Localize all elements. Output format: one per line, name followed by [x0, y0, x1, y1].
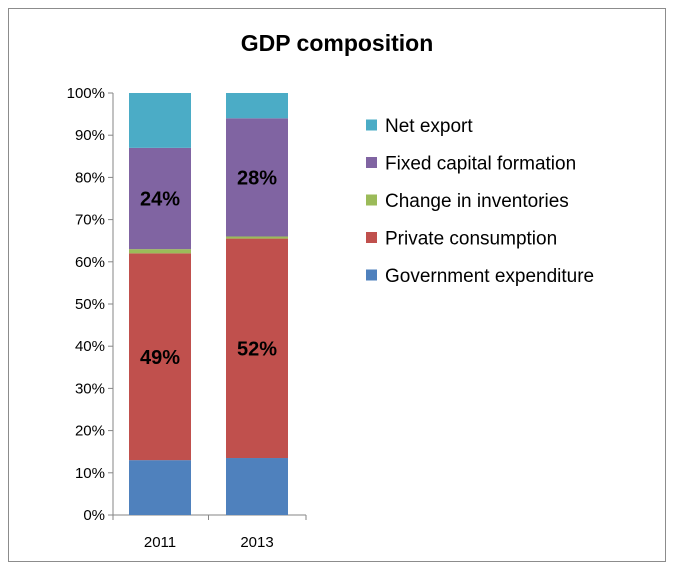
- y-tick-label: 20%: [75, 423, 105, 440]
- legend-swatch: [366, 269, 377, 281]
- legend-swatch: [366, 232, 377, 243]
- data-label: 28%: [237, 167, 277, 189]
- legend-label: Net export: [385, 116, 473, 137]
- plot-area: 0% 10% 20% 30% 40% 50% 60% 70% 80% 90% 100% 49% 24% 2…: [67, 85, 307, 551]
- y-tick-label: 50%: [75, 296, 105, 313]
- bar-segment: [226, 93, 288, 119]
- data-label: 24%: [140, 189, 180, 211]
- y-tick-label: 60%: [75, 254, 105, 271]
- y-tick-label: 0%: [83, 507, 105, 524]
- legend-swatch: [366, 157, 377, 168]
- legend-label: Fixed capital formation: [385, 154, 576, 175]
- bar-segment: [226, 236, 288, 239]
- legend-swatch: [366, 119, 377, 131]
- legend: Net export Fixed capital formation Change …: [366, 116, 594, 287]
- y-tick-label: 100%: [67, 85, 105, 102]
- y-tick-label: 90%: [75, 127, 105, 144]
- x-tick-label: 2013: [240, 534, 273, 551]
- bar-segment: [226, 118, 288, 237]
- legend-label: Private consumption: [385, 229, 557, 250]
- y-tick-label: 40%: [75, 338, 105, 355]
- y-tick-label: 10%: [75, 465, 105, 482]
- y-tick-label: 80%: [75, 169, 105, 186]
- bar-segment: [226, 458, 288, 515]
- bar-segment: [129, 460, 191, 515]
- data-label: 49%: [140, 347, 180, 369]
- bar-segment: [129, 249, 191, 254]
- x-tick-label: 2011: [144, 534, 176, 551]
- chart-title: GDP composition: [241, 30, 434, 56]
- legend-swatch: [366, 194, 377, 206]
- legend-label: Government expenditure: [385, 266, 594, 287]
- bar-segment: [129, 253, 191, 461]
- y-tick-label: 70%: [75, 212, 105, 229]
- bar-segment: [129, 147, 191, 250]
- bar-segment: [226, 238, 288, 459]
- legend-label: Change in inventories: [385, 191, 569, 212]
- bar-segment: [129, 93, 191, 148]
- y-tick-label: 30%: [75, 380, 105, 397]
- chart-frame: [8, 8, 666, 562]
- data-label: 52%: [237, 338, 277, 360]
